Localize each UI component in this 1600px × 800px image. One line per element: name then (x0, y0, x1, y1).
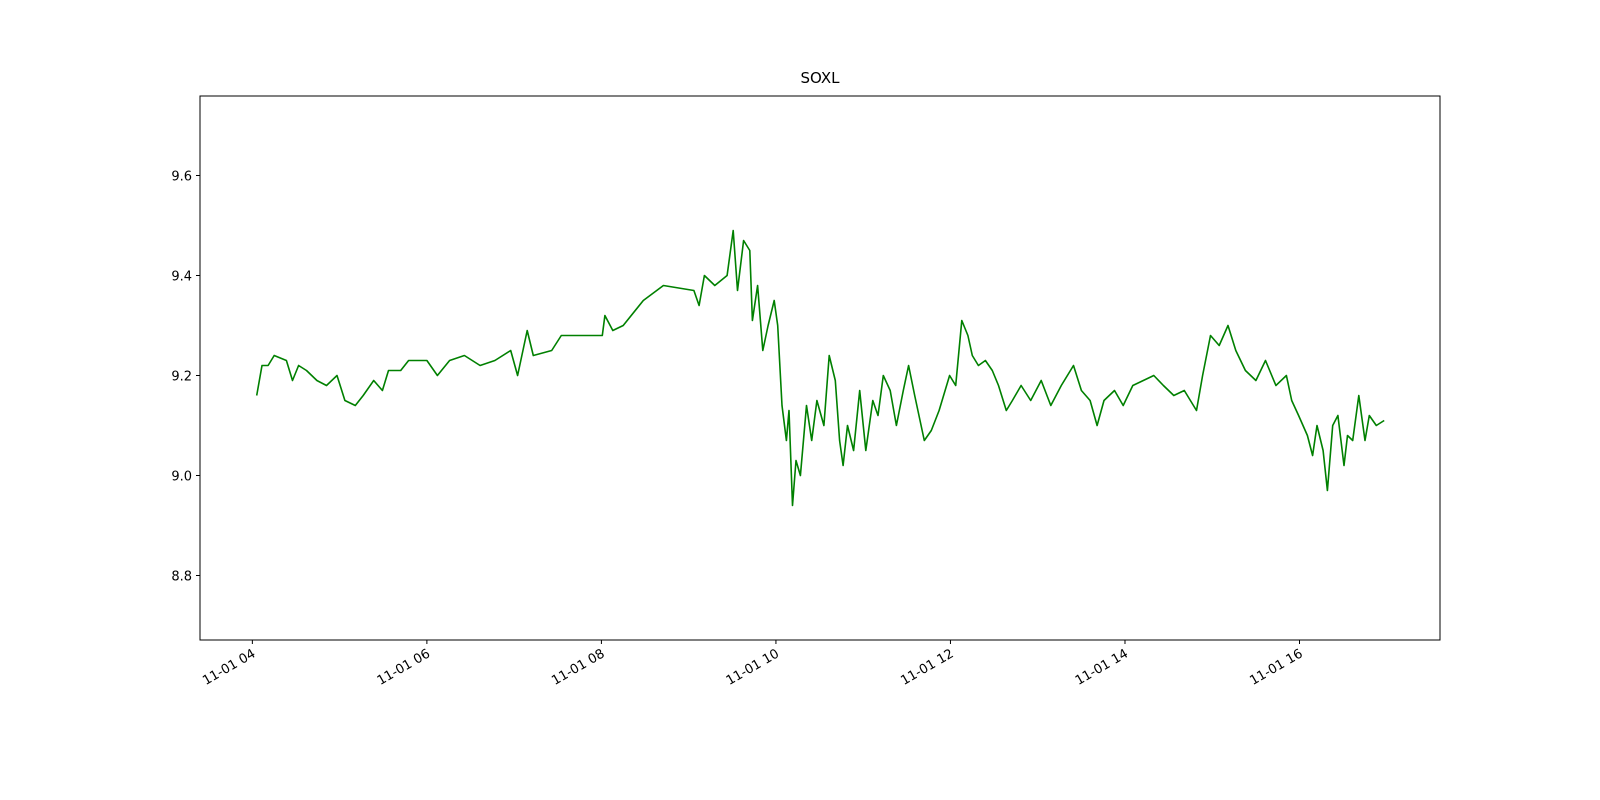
y-tick-label: 9.2 (171, 370, 192, 385)
x-tick-label: 11-01 14 (1073, 646, 1131, 688)
x-tick-label: 11-01 10 (724, 646, 782, 688)
y-tick-label: 8.8 (171, 570, 192, 585)
x-tick-label: 11-01 04 (200, 646, 258, 688)
y-tick-label: 9.0 (171, 470, 192, 485)
price-line (255, 229, 1385, 507)
y-tick-label: 9.6 (171, 170, 192, 185)
x-tick-label: 11-01 08 (549, 646, 607, 688)
chart-title: SOXL (800, 69, 840, 87)
plot-frame (199, 95, 1441, 641)
x-tick-label: 11-01 16 (1247, 646, 1305, 688)
y-tick-label: 9.4 (171, 270, 192, 285)
x-tick-label: 11-01 12 (898, 646, 956, 688)
x-tick-label: 11-01 06 (375, 646, 433, 688)
